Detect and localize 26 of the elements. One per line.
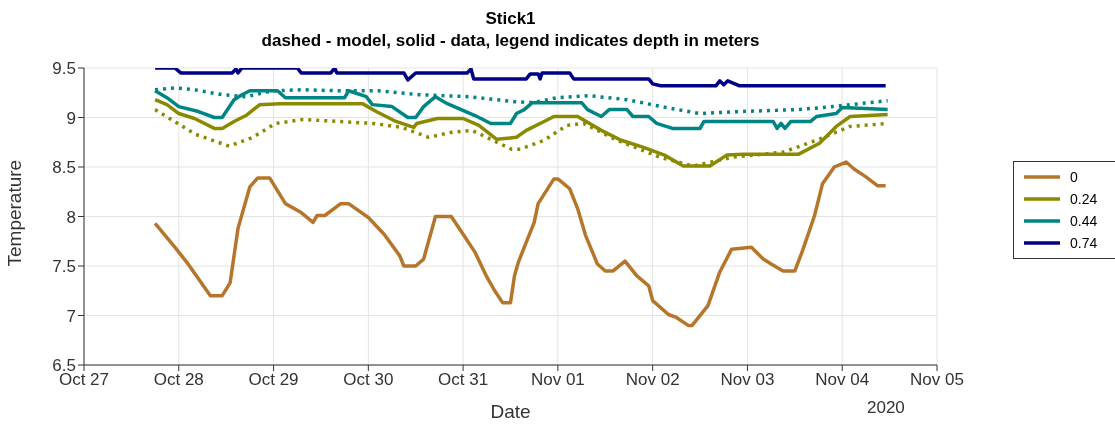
y-tick-label: 9	[66, 108, 76, 128]
legend-label: 0	[1070, 169, 1079, 185]
legend-label: 0.74	[1070, 235, 1099, 251]
line-series	[153, 160, 888, 328]
y-tick-label: 8	[66, 207, 76, 227]
legend-label: 0.24	[1070, 191, 1099, 207]
x-tick-label: Nov 01	[530, 370, 585, 390]
chart-title: Stick1	[484, 8, 537, 30]
x-axis-title: Date	[490, 401, 531, 422]
x-tick-label: Nov 05	[910, 370, 964, 390]
x-tick-label: Oct 29	[248, 370, 299, 390]
chart-subtitle: dashed - model, solid - data, legend indicates depth in meters	[260, 30, 761, 52]
x-tick-label: Nov 02	[625, 370, 680, 390]
legend-label: 0.44	[1070, 213, 1099, 229]
x-tick-label: Oct 30	[343, 370, 394, 390]
y-tick-label: 7	[66, 306, 76, 326]
y-tick-label: 9.5	[52, 59, 76, 79]
y-tick-label: 8.5	[52, 158, 76, 178]
y-axis-title: Temperature	[3, 159, 25, 267]
x-tick-label: Oct 28	[153, 370, 204, 390]
x-tick-label: Nov 04	[815, 370, 870, 390]
line-series	[153, 68, 888, 88]
y-tick-label: 7.5	[52, 257, 76, 277]
text: 2020	[867, 398, 905, 418]
x-tick-label: Nov 03	[720, 370, 775, 390]
x-tick-label: Oct 31	[438, 370, 489, 390]
